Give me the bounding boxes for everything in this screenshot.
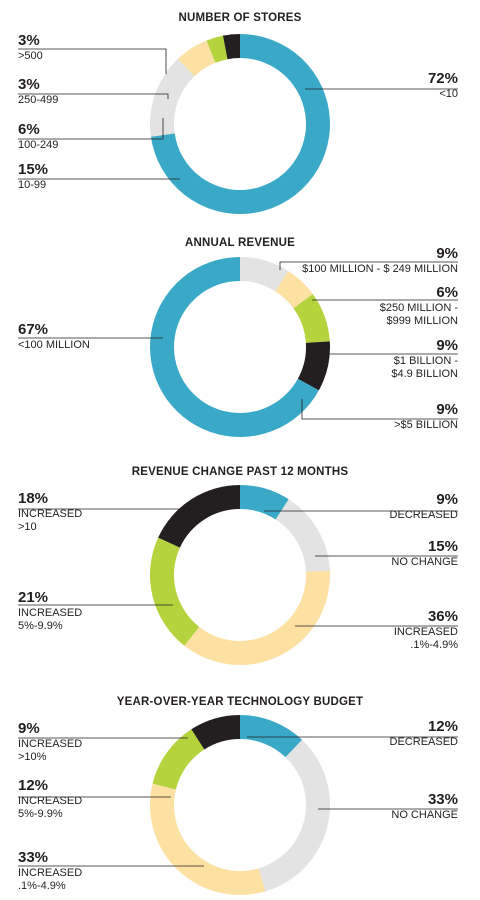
slice-percent: 67% (18, 321, 49, 338)
slice-percent: 33% (18, 849, 49, 866)
donut-slice (222, 34, 240, 60)
slice-label: 6% 100-249 (18, 121, 58, 152)
slice-percent: 9% (436, 401, 458, 418)
slice-label: 21% INCREASED 5%-9.9% (18, 589, 82, 633)
slice-category: DECREASED (389, 736, 458, 748)
donut-slice (158, 485, 240, 548)
donut-slice (258, 739, 330, 892)
slice-percent: 12% (18, 777, 49, 794)
slice-percent: 9% (18, 720, 40, 737)
slice-percent: 33% (427, 791, 458, 808)
donut-slice (293, 294, 330, 343)
slice-label: 67% <100 MILLION (18, 321, 90, 352)
slice-category: NO CHANGE (391, 556, 458, 568)
chart-title: ANNUAL REVENUE (185, 237, 295, 249)
slice-category: DECREASED (389, 509, 458, 521)
slice-category: 100-249 (18, 139, 59, 151)
slice-percent: 12% (427, 718, 458, 735)
donut-slice (240, 715, 303, 758)
slice-percent: 15% (18, 161, 49, 178)
donut-slice (191, 715, 240, 750)
slice-label: 3% 250-499 (18, 76, 58, 107)
slice-category: <100 MILLION (18, 339, 90, 351)
slice-label: 6% $250 MILLION - $999 MILLION (380, 284, 458, 328)
slice-category: 250-499 (18, 94, 59, 106)
donut-slice (152, 729, 205, 790)
slice-label: 9% INCREASED >10% (18, 720, 82, 764)
slice-category: >500 (18, 50, 43, 62)
slice-category: $100 MILLION - $ 249 MILLION (302, 263, 458, 275)
slice-label: 9% DECREASED (390, 491, 458, 522)
slice-percent: 15% (427, 538, 458, 555)
slice-label: 15% 10-99 (18, 161, 48, 192)
slice-percent: 21% (18, 589, 49, 606)
donut-slice (177, 40, 216, 77)
donut-slice (275, 499, 330, 572)
slice-category: INCREASED .1%-4.9% (18, 867, 83, 892)
slice-category: 10-99 (18, 179, 47, 191)
slice-percent: 9% (436, 245, 458, 262)
donut-slice (206, 35, 228, 63)
slice-label: 9% $100 MILLION - $ 249 MILLION (302, 245, 458, 276)
donut-slice (150, 58, 195, 137)
leader-line (279, 261, 458, 270)
slice-label: 18% INCREASED >10 (18, 490, 82, 534)
slice-label: 72% <10 (428, 70, 458, 101)
donut-slice (275, 271, 313, 309)
slice-percent: 72% (427, 70, 458, 87)
slice-percent: 6% (436, 284, 458, 301)
slice-category: INCREASED 5%-9.9% (18, 607, 83, 632)
slice-label: 9% >$5 BILLION (394, 401, 458, 432)
slice-percent: 6% (18, 121, 40, 138)
donut-slice (150, 783, 266, 895)
slice-category: INCREASED >10 (18, 508, 83, 533)
slice-label: 33% NO CHANGE (391, 791, 458, 822)
slice-category: INCREASED .1%-4.9% (393, 626, 458, 651)
leader-line (301, 399, 458, 420)
slice-category: NO CHANGE (391, 809, 458, 821)
slice-label: 12% INCREASED 5%-9.9% (18, 777, 82, 821)
leader-line (18, 93, 169, 99)
slice-percent: 3% (18, 32, 40, 49)
slice-percent: 18% (18, 490, 49, 507)
leader-line (18, 48, 167, 74)
slice-category: INCREASED 5%-9.9% (18, 795, 83, 820)
slice-percent: 9% (436, 337, 458, 354)
slice-label: 36% INCREASED .1%-4.9% (394, 608, 458, 652)
slice-category: <10 (439, 88, 458, 100)
slice-percent: 9% (436, 491, 458, 508)
slice-category: $250 MILLION - $999 MILLION (379, 302, 458, 327)
slice-label: 33% INCREASED .1%-4.9% (18, 849, 82, 893)
leader-line (18, 118, 164, 140)
slice-category: >$5 BILLION (394, 419, 458, 431)
donut-slice (240, 257, 289, 292)
slice-label: 9% $1 BILLION - $4.9 BILLION (391, 337, 458, 381)
donut-slice (150, 537, 200, 646)
slice-percent: 3% (18, 76, 40, 93)
slice-label: 3% >500 (18, 32, 43, 63)
slice-label: 12% DECREASED (390, 718, 458, 749)
chart-title: YEAR-OVER-YEAR TECHNOLOGY BUDGET (116, 696, 364, 708)
slice-percent: 36% (427, 608, 458, 625)
donut-slice (184, 570, 330, 665)
slice-label: 15% NO CHANGE (391, 538, 458, 569)
chart-title: NUMBER OF STORES (178, 12, 302, 24)
donut-slice (297, 341, 330, 391)
slice-category: $1 BILLION - $4.9 BILLION (391, 355, 458, 380)
chart-title: REVENUE CHANGE PAST 12 MONTHS (131, 466, 349, 478)
slice-category: INCREASED >10% (18, 738, 83, 763)
